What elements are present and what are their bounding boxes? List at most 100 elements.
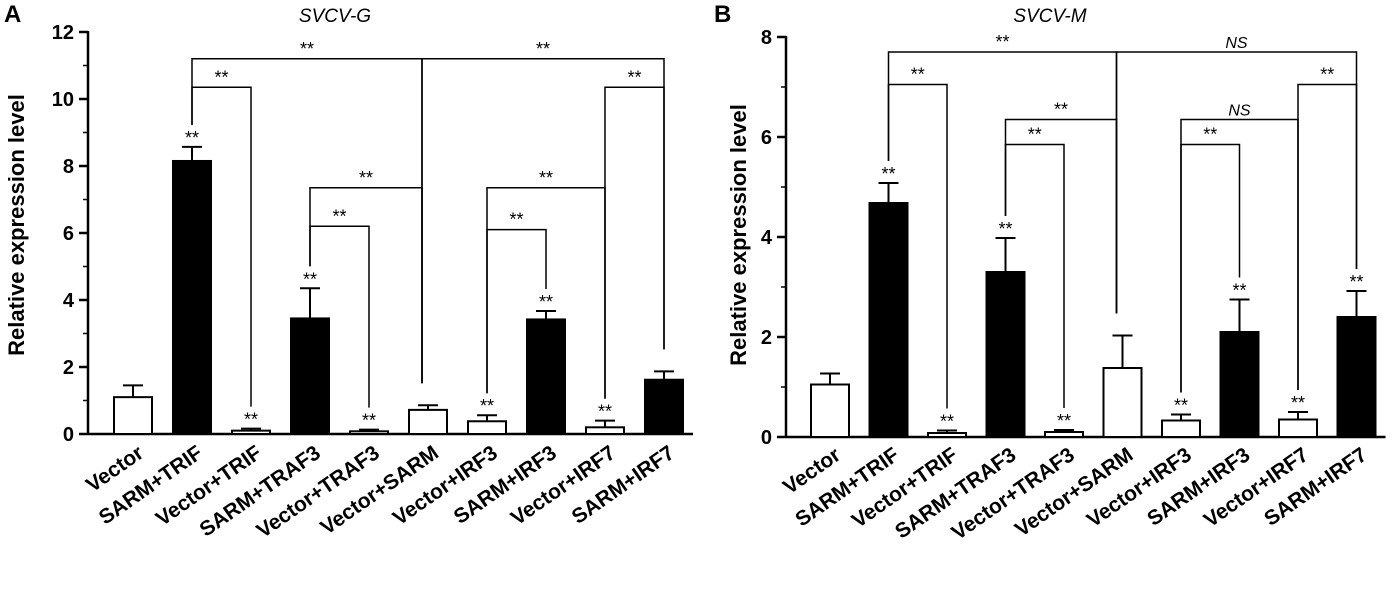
panel-b-bar-7 [1161,419,1201,438]
panel-a-comparison-bracket-5 [309,225,370,408]
panel-b-error-bar-6 [1112,334,1133,368]
panel-a-bar-1 [113,396,153,435]
panel-a-title: SVCV-G [299,6,371,27]
panel-b-comparison-bracket-5 [1004,143,1065,408]
panel-b-bar-1 [810,383,850,438]
panel-a-letter: A [4,1,21,28]
panel-b-bar-3 [927,432,967,438]
panel-b-comparison-label: ** [1054,100,1068,120]
panel-a-error-bar-1 [123,384,143,398]
panel-a-comparison-bracket-3 [191,86,252,407]
panel-b-y-tick-label: 6 [761,127,772,149]
panel-a-bar-significance: ** [185,128,199,148]
panel-a-comparison-label: ** [539,168,553,188]
panel-b-bar-9 [1278,418,1318,438]
panel-b-error-bar-10 [1346,290,1367,317]
panel-a-comparison-label: ** [627,67,641,87]
panel-b-y-tick-label: 8 [761,27,772,49]
panel-b-y-axis-label: Relative expression level [726,104,751,366]
panel-a-error-bar-10 [654,370,674,380]
panel-b-error-bar-8 [1229,298,1250,332]
panel-b-bar-5 [1044,431,1084,438]
panel-a-bar-significance: ** [480,396,494,416]
panel-b: B SVCV-M Relative expression level 0 2 4 6 8… [714,1,1386,545]
panel-a-bar-significance: ** [244,410,258,430]
panel-a-bar-4 [290,317,330,435]
panel-a-y-tick-label: 4 [63,290,75,312]
panel-b-comparison-bracket-3 [887,83,948,409]
panel-b-error-bar-3 [937,429,957,433]
panel-a-comparison-bracket-7 [486,228,547,394]
panel-b-bar-significance: ** [998,219,1012,239]
panel-a-y-axis-label: Relative expression level [4,94,29,356]
panel-b-letter: B [714,1,731,28]
panel-a-comparison-label: ** [214,67,228,87]
panel-a-error-bar-2 [182,145,202,161]
panel-a-comparison-bracket-8 [604,86,665,399]
panel-b-comparison-label: ** [1203,125,1217,145]
panel-a: A SVCV-G Relative expression level 0 2 4 6 8… [4,1,693,543]
panel-a-comparison-label: ** [332,206,346,226]
panel-b-error-bar-7 [1171,413,1191,421]
panel-b-y-tick-label: 2 [761,327,772,349]
panel-b-error-bar-1 [820,372,840,385]
panel-b-bar-8 [1219,331,1260,438]
panel-a-comparison-label: ** [300,39,314,59]
panel-a-y-tick-label: 2 [63,357,74,379]
panel-a-error-bar-4 [300,287,320,319]
panel-b-error-bar-4 [995,237,1016,272]
panel-a-bar-2 [172,159,212,435]
panel-b-bar-significance: ** [940,412,954,432]
panel-a-comparison-label: ** [509,210,523,230]
panel-a-bar-7 [467,420,507,435]
panel-a-error-bar-5 [359,428,379,432]
panel-b-bar-6 [1102,367,1143,438]
panel-a-error-bar-8 [536,310,556,320]
panel-b-comparison-label: NS [1228,103,1251,120]
panel-b-comparison-bracket-7 [1180,143,1241,393]
panel-a-bar-significance: ** [303,269,317,289]
panel-b-comparison-bracket-2 [1115,51,1358,314]
panel-b-bar-significance: ** [1057,411,1071,431]
panel-b-comparison-label: ** [995,32,1009,52]
panel-a-y-tick-label: 8 [63,156,74,178]
panel-a-y-tick-label: 10 [52,89,74,111]
panel-b-comparison-label: ** [911,65,925,85]
panel-a-bar-significance: ** [362,411,376,431]
panel-b-bar-significance: ** [1349,272,1363,292]
panel-b-y-tick-label: 0 [761,427,772,449]
panel-a-bar-significance: ** [598,402,612,422]
panel-a-x-tick-label: SARM+IRF7 [568,441,679,528]
panel-a-comparison-label: ** [536,39,550,59]
panel-b-title: SVCV-M [1013,6,1086,27]
panel-a-bar-6 [408,408,448,436]
panel-b-error-bar-2 [878,182,899,203]
panel-a-bar-9 [585,426,625,435]
panel-b-bar-2 [868,202,909,438]
panel-b-comparison-label: ** [1028,125,1042,145]
panel-b-bar-4 [985,271,1026,438]
panel-b-bar-significance: ** [881,164,895,184]
panel-a-comparison-label: ** [359,168,373,188]
panel-b-error-bar-9 [1288,411,1308,420]
panel-a-bar-5 [349,430,389,436]
panel-a-bar-10 [644,378,684,436]
panel-b-comparison-label: NS [1225,35,1248,52]
panel-a-bar-8 [526,318,566,435]
panel-a-error-bar-3 [241,427,261,431]
panel-b-bar-10 [1336,316,1377,438]
panel-b-comparison-bracket-8 [1297,83,1358,390]
panel-b-bar-significance: ** [1291,393,1305,413]
panel-b-error-bar-5 [1054,429,1074,432]
panel-a-error-bar-7 [477,414,497,422]
panel-a-y-tick-label: 12 [52,22,74,44]
panel-a-bar-3 [231,429,271,435]
panel-b-bar-significance: ** [1232,281,1246,301]
panel-b-bar-significance: ** [1174,396,1188,416]
panel-a-error-bar-9 [595,419,615,428]
panel-a-y-tick-label: 6 [63,223,74,245]
panel-a-bar-significance: ** [539,292,553,312]
panel-b-comparison-label: ** [1320,65,1334,85]
panel-a-error-bar-6 [418,404,438,410]
